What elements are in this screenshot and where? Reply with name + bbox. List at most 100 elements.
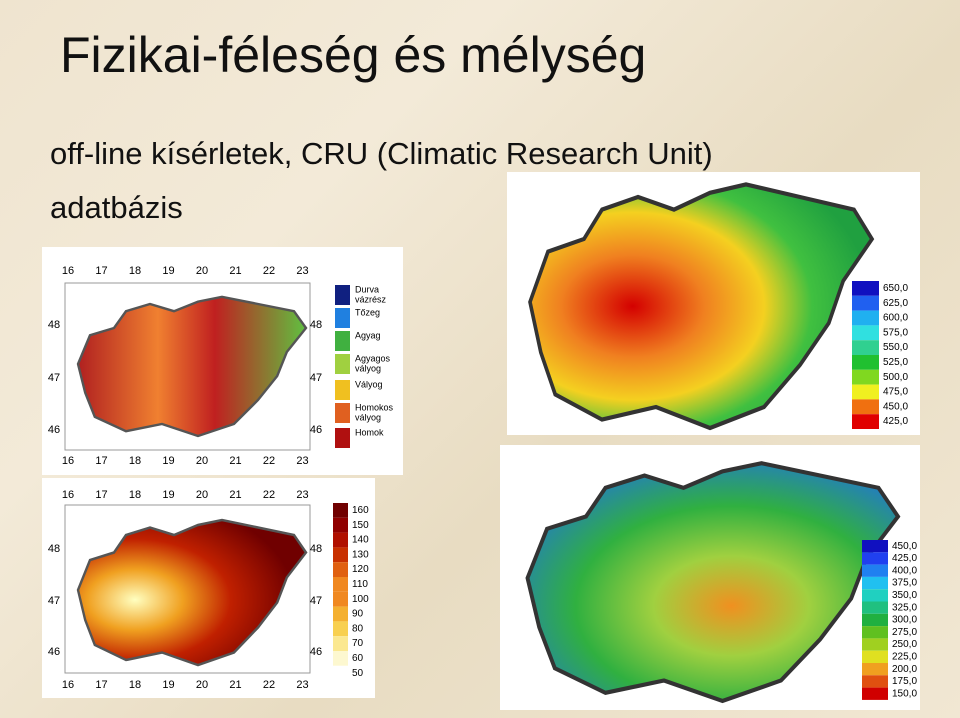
lon-label: 23 [296, 265, 308, 277]
scale-label: 550,0 [883, 342, 908, 353]
lon-label: 20 [196, 455, 208, 467]
scale-label: 475,0 [883, 387, 908, 398]
lon-label: 21 [229, 679, 241, 691]
lon-label: 20 [196, 679, 208, 691]
lon-label: 23 [296, 489, 308, 501]
map-frame [64, 504, 311, 674]
scale-swatch [862, 663, 888, 676]
lat-label: 47 [310, 372, 322, 384]
scale-label: 350,0 [892, 590, 917, 601]
lon-label: 17 [95, 455, 107, 467]
lat-label: 46 [48, 424, 60, 436]
scale-swatch [862, 589, 888, 602]
lon-label: 16 [62, 679, 74, 691]
scale-label: 100 [352, 594, 369, 605]
scale-swatch [852, 295, 879, 311]
scale-swatch [852, 399, 879, 415]
lon-label: 20 [196, 489, 208, 501]
scale-swatch [852, 325, 879, 341]
scale-swatch [862, 638, 888, 651]
lon-label: 21 [229, 265, 241, 277]
scale-swatch [852, 355, 879, 370]
scale-label: 110 [352, 579, 368, 590]
scale-swatch [333, 606, 348, 622]
lon-label: 22 [263, 455, 275, 467]
scale-label: 60 [352, 653, 364, 664]
scale-label: 600,0 [883, 313, 908, 324]
scale-label: 575,0 [883, 327, 908, 338]
scale-swatch [333, 562, 348, 577]
subtitle: off-line kísérletek, CRU (Climatic Resea… [50, 136, 713, 171]
legend-label: vályog [355, 412, 381, 422]
lon-label: 19 [162, 265, 174, 277]
scale-swatch [333, 665, 348, 681]
scale-swatch [862, 576, 888, 590]
scale-label: 130 [352, 549, 369, 560]
scale-swatch [852, 414, 879, 429]
scale-label: 70 [352, 638, 364, 649]
scale-swatch [333, 532, 348, 548]
map-frame [64, 282, 311, 451]
legend-swatch [335, 428, 350, 448]
lon-label: 22 [263, 489, 275, 501]
scale-swatch [862, 540, 888, 553]
legend-swatch [335, 403, 350, 423]
scale-swatch [333, 503, 348, 518]
scale-label: 300,0 [892, 615, 917, 626]
legend-swatch [335, 285, 350, 305]
lon-label: 22 [263, 679, 275, 691]
lat-label: 47 [48, 372, 60, 384]
scale-label: 200,0 [892, 664, 917, 675]
scale-label: 400,0 [892, 565, 917, 576]
lat-label: 46 [310, 424, 322, 436]
scale-label: 625,0 [883, 298, 908, 309]
scale-label: 375,0 [892, 578, 917, 589]
lon-label: 18 [129, 455, 141, 467]
lon-label: 17 [95, 489, 107, 501]
scale-label: 250,0 [892, 639, 917, 650]
scale-swatch [852, 369, 879, 385]
scale-label: 175,0 [892, 676, 917, 687]
lon-label: 16 [62, 489, 74, 501]
scale-label: 425,0 [892, 553, 917, 564]
legend-swatch [335, 380, 350, 400]
lat-label: 48 [48, 543, 60, 555]
legend-label: vázrész [355, 294, 387, 304]
scale-swatch [333, 591, 348, 607]
scale-label: 525,0 [883, 357, 908, 368]
scale-label: 150,0 [892, 688, 917, 699]
scale-swatch [333, 636, 348, 651]
scale-swatch [852, 281, 879, 296]
lat-label: 48 [310, 543, 322, 555]
scale-label: 325,0 [892, 602, 917, 613]
lon-label: 23 [296, 455, 308, 467]
scale-swatch [862, 626, 888, 639]
lon-label: 18 [129, 679, 141, 691]
scale-swatch [862, 564, 888, 577]
scale-label: 225,0 [892, 651, 917, 662]
lat-label: 46 [310, 646, 322, 658]
lon-label: 19 [162, 679, 174, 691]
lon-label: 16 [62, 455, 74, 467]
scale-swatch [333, 621, 348, 637]
scale-swatch [333, 651, 348, 666]
legend-label: Vályog [355, 379, 383, 389]
legend-label: Tőzeg [355, 307, 380, 317]
lon-label: 17 [95, 679, 107, 691]
scale-swatch [852, 340, 879, 355]
legend-label: Durva [355, 284, 379, 294]
legend-label: Homok [355, 427, 384, 437]
scale-label: 450,0 [892, 541, 917, 552]
lon-label: 23 [296, 679, 308, 691]
legend-swatch [335, 354, 350, 374]
scale-label: 50 [352, 668, 364, 679]
scale-swatch [862, 650, 888, 663]
lon-label: 22 [263, 265, 275, 277]
scale-label: 90 [352, 609, 364, 620]
lat-label: 48 [48, 319, 60, 331]
scale-swatch [333, 517, 348, 533]
lon-label: 17 [95, 265, 107, 277]
scale-label: 160 [352, 505, 369, 516]
legend-label: vályog [355, 363, 381, 373]
